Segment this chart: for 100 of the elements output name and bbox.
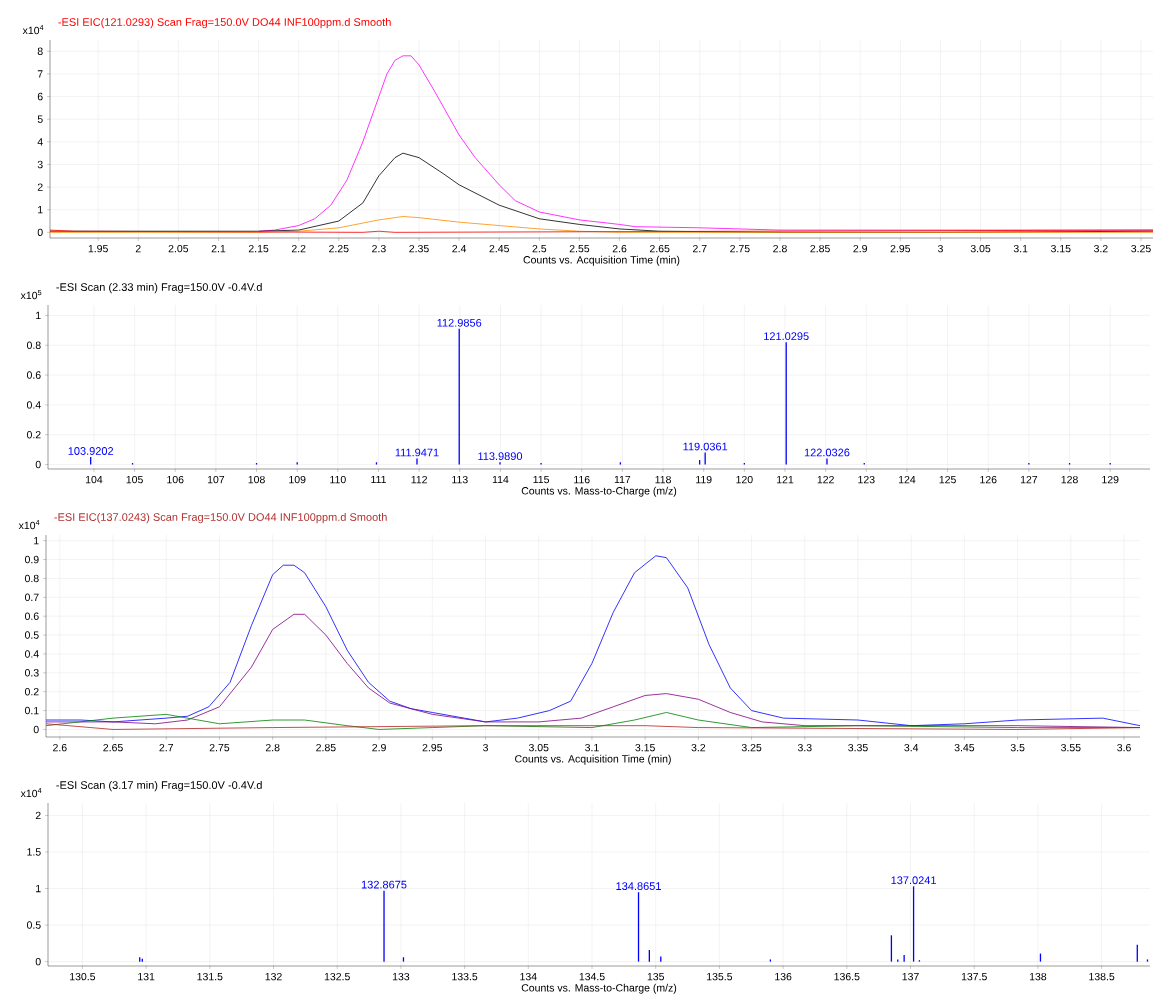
x-tick-label: 129	[1102, 475, 1119, 484]
x-tick-label: 110	[330, 475, 346, 484]
x-tick-label: 2.05	[168, 244, 189, 253]
x-tick-label: 2.5	[532, 244, 547, 253]
x-tick-label: 114	[492, 475, 509, 484]
x-tick-label: 3.05	[528, 743, 549, 752]
x-tick-label: 135.5	[707, 972, 733, 981]
x-tick-label: 1.95	[88, 244, 108, 253]
x-tick-label: 2.7	[693, 244, 707, 253]
x-tick-label: 112	[411, 475, 427, 484]
x-tick-label: 128	[1061, 475, 1078, 484]
y-tick-label: 1	[36, 311, 41, 320]
x-tick-label: 132	[265, 972, 282, 981]
x-tick-label: 3.35	[848, 743, 868, 752]
y-tick-label: 0.6	[26, 371, 41, 379]
x-tick-label: 137.5	[961, 972, 987, 981]
x-tick-label: 125	[939, 475, 956, 484]
x-tick-label: 3.4	[904, 743, 919, 752]
x-tick-label: 126	[980, 475, 997, 484]
x-tick-label: 136	[775, 972, 792, 981]
annotation: 122.0326	[804, 448, 850, 457]
y-tick-label: 1	[36, 884, 41, 893]
x-tick-label: 2.6	[612, 244, 627, 253]
x-tick-label: 3.45	[954, 743, 975, 752]
x-tick-label: 138	[1029, 972, 1047, 981]
x-tick-label: 2.25	[329, 244, 349, 253]
x-tick-label: 2.75	[209, 743, 230, 752]
x-tick-label: 105	[126, 475, 143, 484]
x-tick-label: 115	[533, 475, 550, 484]
y-tick-label: 0.4	[26, 401, 41, 409]
x-tick-label: 107	[207, 475, 225, 484]
x-tick-label: 2.4	[452, 244, 467, 253]
x-tick-label: 127	[1020, 475, 1038, 484]
x-tick-label: 133.5	[452, 972, 478, 981]
x-axis-title: Counts vs. Acquisition Time (min)	[523, 255, 680, 266]
x-tick-label: 131.5	[197, 972, 223, 981]
x-tick-label: 104	[85, 475, 103, 484]
x-tick-label: 108	[248, 475, 265, 484]
x-tick-label: 2.8	[773, 244, 787, 253]
x-tick-label: 3.55	[1061, 743, 1081, 752]
y-tick-label: 0.8	[26, 341, 41, 349]
x-tick-label: 2	[135, 244, 141, 253]
x-tick-label: 137	[902, 972, 919, 981]
x-tick-label: 3.15	[1050, 244, 1071, 253]
annotation: 111.9471	[395, 448, 439, 457]
x-tick-label: 3.5	[1010, 743, 1025, 752]
x-tick-label: 2.55	[569, 244, 590, 253]
y-tick-label: 0.7	[24, 593, 39, 602]
x-tick-label: 2.85	[810, 244, 830, 253]
annotation: 137.0241	[891, 876, 936, 885]
x-tick-label: 135	[647, 972, 665, 981]
x-tick-label: 132.5	[324, 972, 350, 981]
x-tick-label: 3.2	[691, 743, 706, 752]
y-axis-title: x10$^{4}$	[20, 788, 42, 798]
annotation: 113.9890	[478, 452, 523, 461]
y-axis-title: x10$^{5}$	[20, 290, 42, 300]
y-tick-label: 0.2	[24, 687, 39, 696]
x-tick-label: 123	[858, 475, 875, 484]
x-tick-label: 3	[482, 743, 488, 752]
y-tick-label: 0	[33, 725, 39, 734]
annotation: 112.9856	[437, 318, 482, 327]
x-tick-label: 2.45	[489, 244, 509, 253]
x-tick-label: 3.3	[797, 743, 812, 752]
y-tick-label: 8	[37, 47, 43, 56]
annotation: 132.8675	[361, 880, 407, 889]
chart-title: -ESI EIC(137.0243) Scan Frag=150.0V DO44 INF100ppm.d Smooth	[54, 512, 387, 524]
x-tick-label: 2.9	[372, 743, 386, 752]
x-axis-title: Counts vs. Mass-to-Charge (m/z)	[521, 983, 677, 994]
x-tick-label: 3.25	[1131, 244, 1151, 253]
y-tick-label: 0.2	[26, 431, 41, 439]
x-tick-label: 3.1	[1013, 244, 1028, 253]
x-tick-label: 134	[520, 972, 537, 981]
x-tick-label: 133	[392, 972, 410, 981]
line-series	[49, 216, 1154, 233]
y-tick-label: 0	[37, 228, 43, 237]
y-tick-label: 2	[35, 811, 41, 820]
y-tick-label: 4	[37, 138, 43, 146]
y-axis-title: x10$^{4}$	[22, 24, 44, 35]
x-tick-label: 117	[614, 475, 631, 484]
chart-title: -ESI EIC(121.0293) Scan Frag=150.0V DO44 INF100ppm.d Smooth	[58, 17, 391, 29]
y-tick-label: 0	[35, 957, 41, 966]
x-tick-label: 3.25	[741, 743, 762, 752]
x-tick-label: 109	[289, 475, 306, 484]
chart-title: -ESI Scan (2.33 min) Frag=150.0V -0.4V.d	[56, 282, 262, 294]
y-tick-label: 2	[37, 183, 43, 191]
x-tick-label: 2.7	[159, 743, 174, 752]
y-tick-label: 0.5	[24, 631, 39, 639]
x-tick-label: 130.5	[70, 972, 96, 981]
y-tick-label: 0.8	[24, 574, 39, 583]
x-tick-label: 2.8	[265, 743, 280, 752]
y-tick-label: 6	[37, 92, 43, 101]
y-tick-label: 0.6	[24, 612, 39, 620]
x-tick-label: 3.05	[970, 244, 991, 253]
y-tick-label: 0.9	[24, 555, 39, 564]
y-tick-label: 5	[37, 115, 43, 123]
x-tick-label: 134.5	[579, 972, 605, 981]
x-axis-title: Counts vs. Mass-to-Charge (m/z)	[521, 486, 677, 497]
x-tick-label: 3.1	[585, 743, 599, 752]
y-tick-label: 1	[34, 537, 39, 545]
x-tick-label: 2.15	[248, 244, 269, 253]
